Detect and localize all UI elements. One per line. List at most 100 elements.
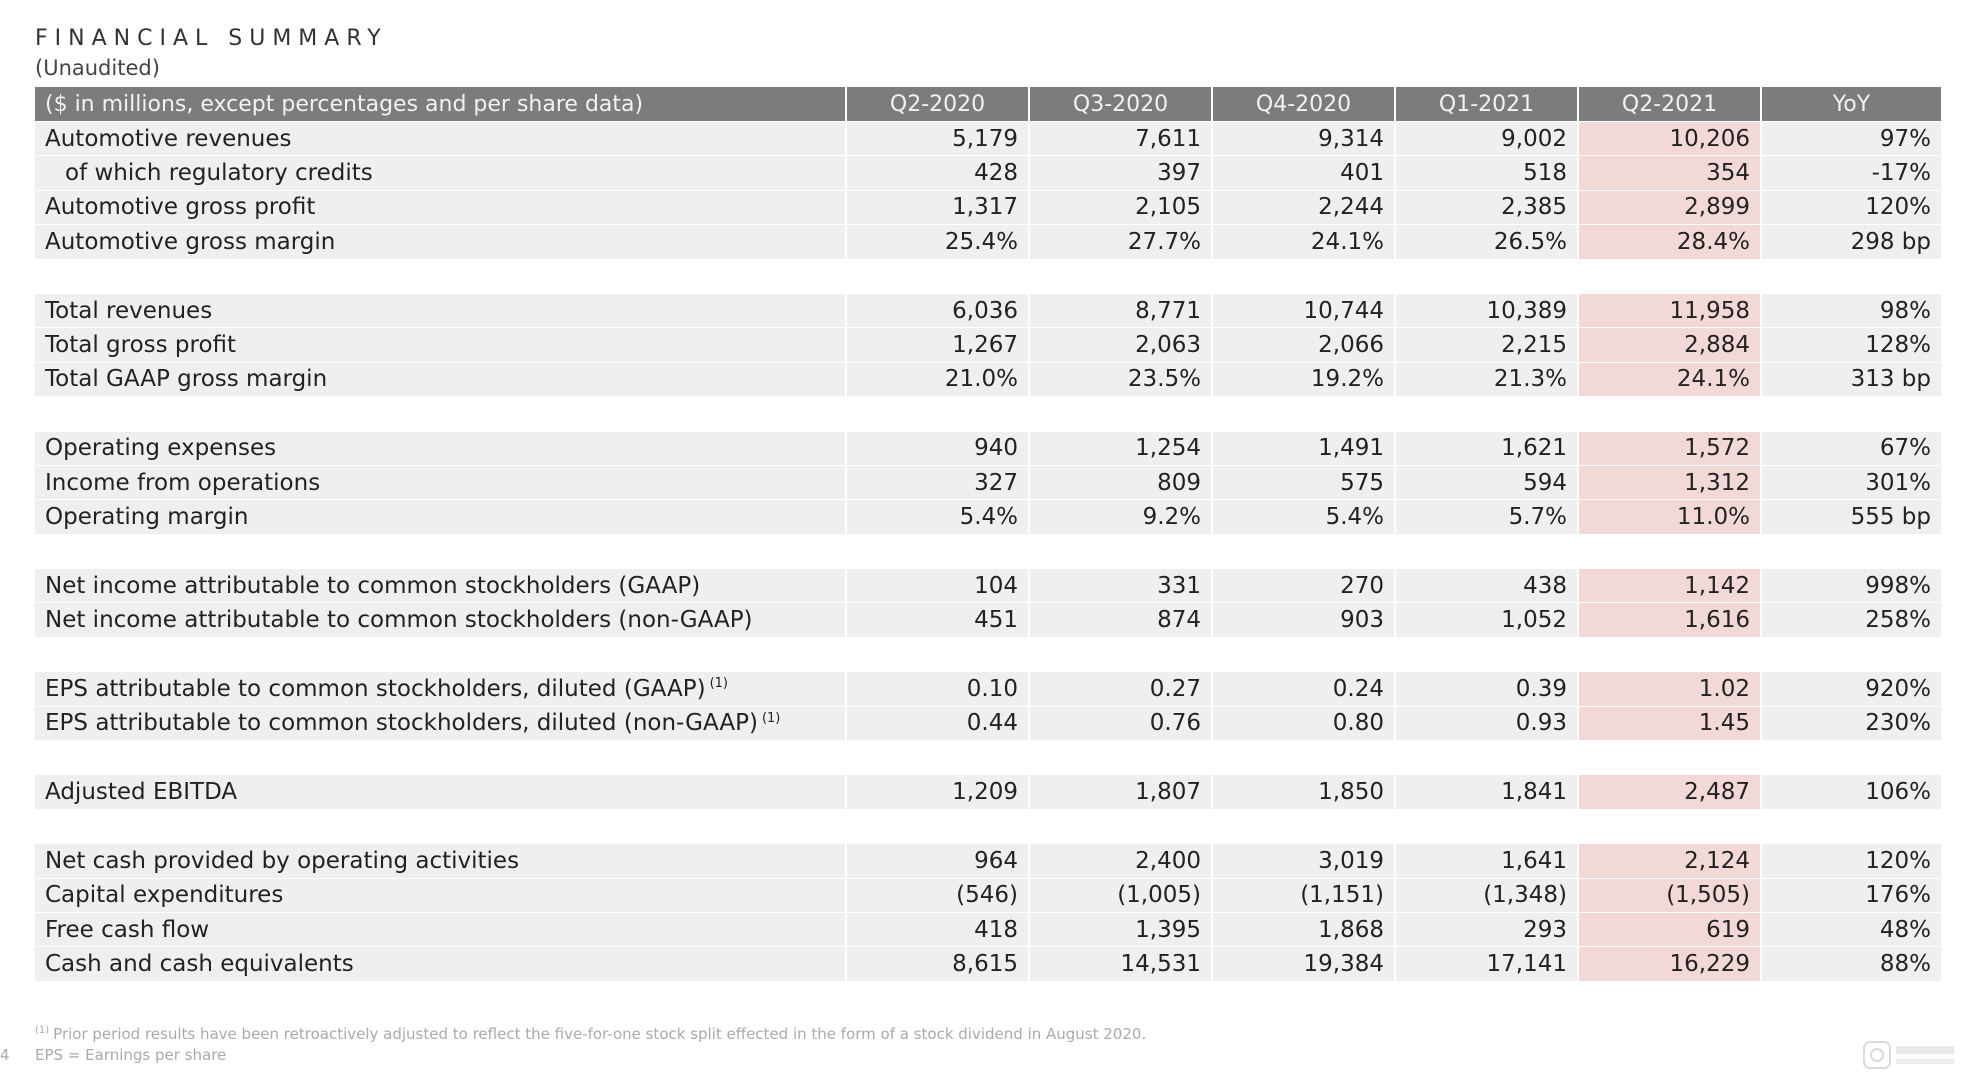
cell-q1-2021: 2,385 (1396, 189, 1579, 225)
cell-q2-2021: 1.02 (1579, 671, 1762, 706)
cell-q3-2020: 809 (1030, 464, 1213, 500)
cell-q2-2020: 1,317 (847, 189, 1030, 225)
cell-q3-2020: 1,395 (1030, 911, 1213, 947)
cell-q3-2020: 2,400 (1030, 843, 1213, 878)
row-label-text: Free cash flow (45, 916, 210, 943)
cell-q4-2020: 0.80 (1213, 705, 1396, 741)
cell-q2-2021: 354 (1579, 155, 1762, 190)
cell-q2-2021: 28.4% (1579, 224, 1762, 259)
cell-yoy: 258% (1762, 602, 1941, 637)
table-row: Net income attributable to common stockh… (35, 568, 1941, 603)
table-row: Free cash flow 418 1,395 1,868 293 619 48% (35, 911, 1941, 947)
spacer-cell (847, 740, 1030, 775)
cell-q2-2020: 940 (847, 430, 1030, 465)
footnote-reference: (1) (761, 710, 781, 726)
row-label: Free cash flow (35, 911, 847, 947)
cell-q2-2020: 428 (847, 155, 1030, 190)
cell-q1-2021: 293 (1396, 911, 1579, 947)
table-row: Net cash provided by operating activitie… (35, 843, 1941, 878)
spacer-cell (847, 808, 1030, 844)
cell-q1-2021: 9,002 (1396, 121, 1579, 156)
cell-q2-2021: 1,616 (1579, 602, 1762, 637)
table-row: Net income attributable to common stockh… (35, 602, 1941, 637)
row-label: Net income attributable to common stockh… (35, 602, 847, 637)
row-label-text: Net cash provided by operating activitie… (45, 847, 520, 874)
cell-q3-2020: 331 (1030, 568, 1213, 603)
row-label-text: Automotive gross profit (45, 194, 316, 221)
cell-q2-2020: 5,179 (847, 121, 1030, 156)
cell-yoy: -17% (1762, 155, 1941, 190)
spacer-cell (1396, 740, 1579, 775)
cell-q1-2021: 0.39 (1396, 671, 1579, 706)
spacer-cell (1762, 396, 1941, 431)
cell-q1-2021: 518 (1396, 155, 1579, 190)
cell-q2-2020: 21.0% (847, 361, 1030, 397)
cell-yoy: 301% (1762, 464, 1941, 500)
spacer-cell (1030, 636, 1213, 672)
spacer-row (35, 808, 1941, 844)
row-label: Income from operations (35, 464, 847, 500)
cell-q1-2021: 438 (1396, 568, 1579, 603)
table-row: Total revenues 6,036 8,771 10,744 10,389 11,9… (35, 292, 1941, 328)
table-row: Total GAAP gross margin 21.0% 23.5% 19.2% 21… (35, 361, 1941, 397)
table-row: of which regulatory credits 428 397 401 518 3… (35, 155, 1941, 190)
spacer-cell (1030, 396, 1213, 431)
cell-q2-2021: (1,505) (1579, 877, 1762, 912)
cell-q3-2020: 874 (1030, 602, 1213, 637)
footnote-marker: (1) (35, 1025, 50, 1036)
cell-q4-2020: 24.1% (1213, 224, 1396, 259)
spacer-cell (847, 396, 1030, 431)
spacer-cell (1213, 808, 1396, 844)
cell-yoy: 555 bp (1762, 499, 1941, 534)
cell-q3-2020: 397 (1030, 155, 1213, 190)
cell-q2-2021: 1,142 (1579, 568, 1762, 603)
cell-q3-2020: 14,531 (1030, 946, 1213, 981)
row-label: Total GAAP gross margin (35, 361, 847, 397)
spacer-cell (1579, 396, 1762, 431)
spacer-cell (35, 808, 847, 844)
row-label: EPS attributable to common stockholders,… (35, 705, 847, 741)
financial-summary-table: ($ in millions, except percentages and p… (35, 87, 1941, 981)
cell-q2-2020: (546) (847, 877, 1030, 912)
row-label-text: Income from operations (45, 469, 321, 496)
table-row: Operating margin 5.4% 9.2% 5.4% 5.7% 11.0% 555… (35, 499, 1941, 534)
spacer-cell (1762, 808, 1941, 844)
cell-q3-2020: 8,771 (1030, 292, 1213, 328)
spacer-cell (1579, 533, 1762, 569)
cell-yoy: 106% (1762, 774, 1941, 809)
table-row: Cash and cash equivalents 8,615 14,531 19,3… (35, 946, 1941, 981)
cell-q4-2020: 3,019 (1213, 843, 1396, 878)
cell-q1-2021: 26.5% (1396, 224, 1579, 259)
spacer-cell (1030, 740, 1213, 775)
spacer-cell (1579, 636, 1762, 672)
spacer-cell (1579, 258, 1762, 293)
cell-q4-2020: 270 (1213, 568, 1396, 603)
cell-q4-2020: 1,491 (1213, 430, 1396, 465)
spacer-cell (1579, 808, 1762, 844)
cell-q3-2020: 9.2% (1030, 499, 1213, 534)
table-row: Capital expenditures (546) (1,005) (1,151)(… (35, 877, 1941, 912)
row-label-text: of which regulatory credits (65, 160, 373, 187)
table-row: Automotive gross margin 25.4% 27.7% 24.1% 26… (35, 224, 1941, 259)
cell-yoy: 48% (1762, 911, 1941, 947)
eps-footnote: EPS = Earnings per share (35, 1046, 227, 1064)
spacer-row (35, 740, 1941, 775)
cell-yoy: 998% (1762, 568, 1941, 603)
header-label: ($ in millions, except percentages and p… (35, 87, 847, 121)
cell-q2-2020: 327 (847, 464, 1030, 500)
table-row: Income from operations 327 809 575 594 1,312 3… (35, 464, 1941, 500)
cell-q1-2021: 17,141 (1396, 946, 1579, 981)
row-label: Total gross profit (35, 327, 847, 362)
cell-q2-2021: 2,884 (1579, 327, 1762, 362)
header-q1-2021: Q1-2021 (1396, 87, 1579, 121)
cell-q4-2020: 903 (1213, 602, 1396, 637)
cell-q2-2021: 16,229 (1579, 946, 1762, 981)
cell-q2-2020: 964 (847, 843, 1030, 878)
row-label: Cash and cash equivalents (35, 946, 847, 981)
cell-q3-2020: 27.7% (1030, 224, 1213, 259)
spacer-cell (35, 533, 847, 569)
table-row: Adjusted EBITDA 1,209 1,807 1,850 1,841 2,487… (35, 774, 1941, 809)
spacer-cell (847, 258, 1030, 293)
spacer-cell (1030, 258, 1213, 293)
row-label-text: Automotive gross margin (45, 228, 336, 255)
